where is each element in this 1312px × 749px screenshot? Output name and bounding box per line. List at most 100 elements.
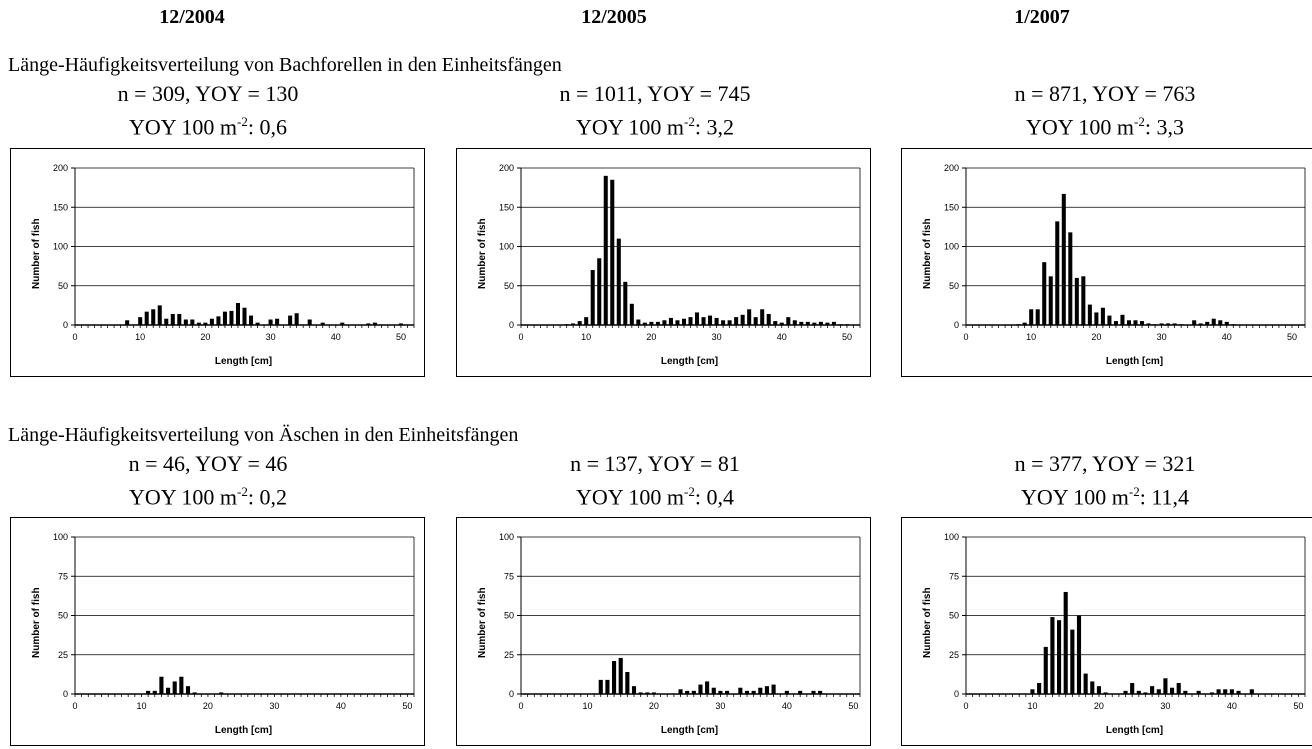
y-axis-label: Number of fish (922, 218, 933, 289)
histogram-bar (1043, 646, 1048, 694)
y-tick-label: 75 (58, 571, 68, 581)
histogram-bar (675, 320, 680, 325)
histogram-bar (584, 317, 589, 325)
histogram-bar (222, 311, 227, 325)
histogram-bar (1123, 690, 1128, 694)
y-tick-label: 100 (944, 242, 959, 252)
histogram-bar (597, 258, 602, 325)
histogram-bar (1209, 692, 1215, 694)
y-tick-label: 50 (504, 611, 514, 621)
histogram-bar (831, 321, 836, 325)
histogram-bar (577, 321, 582, 325)
histogram-bar (1224, 321, 1229, 325)
histogram-bar (1081, 276, 1086, 325)
x-tick-label: 50 (1287, 332, 1297, 342)
x-tick-label: 50 (848, 701, 858, 711)
x-tick-label: 10 (135, 332, 145, 342)
stats-block: n = 1011, YOY = 745 YOY 100 m-2: 3,2 (455, 80, 855, 141)
histogram-bar (818, 321, 823, 325)
x-tick-label: 20 (649, 701, 659, 711)
histogram-bar (1022, 322, 1027, 325)
x-tick-label: 50 (1293, 701, 1303, 711)
y-tick-label: 200 (944, 163, 959, 173)
histogram-bar (320, 322, 325, 325)
y-tick-label: 0 (509, 689, 514, 699)
histogram-bar (1198, 323, 1203, 325)
histogram-bar (125, 320, 130, 325)
histogram-bar (248, 315, 254, 325)
histogram-bar (179, 676, 184, 694)
x-tick-label: 40 (331, 332, 341, 342)
histogram-bar (662, 320, 667, 325)
x-tick-label: 0 (72, 701, 77, 711)
histogram-bar (1120, 314, 1125, 325)
y-axis-label: Number of fish (31, 587, 42, 658)
histogram-bar (1126, 320, 1132, 325)
x-tick-label: 0 (963, 332, 968, 342)
x-tick-label: 30 (1160, 701, 1170, 711)
histogram-bar (1113, 321, 1118, 325)
histogram-bar (1249, 689, 1254, 694)
histogram-bar (1156, 689, 1161, 694)
histogram-bar (616, 238, 621, 325)
histogram-bar (618, 657, 623, 694)
histogram-bar (1146, 323, 1151, 325)
date-header-1: 12/2004 (159, 6, 225, 28)
y-axis-label: Number of fish (477, 587, 488, 658)
histogram-bar (1061, 193, 1066, 325)
histogram-bar (771, 684, 776, 694)
histogram-bar (172, 681, 177, 694)
x-tick-label: 20 (200, 332, 210, 342)
histogram-bar (1063, 591, 1068, 694)
stats-yoy-density: YOY 100 m-2: 0,6 (129, 114, 287, 140)
histogram-bar (138, 317, 143, 325)
histogram-bar (1166, 323, 1171, 325)
x-tick-label: 50 (396, 332, 406, 342)
histogram-bar (625, 672, 630, 694)
histogram-plot: 0 50 100 150 200 0 10 20 30 40 50 (53, 163, 415, 342)
x-tick-label: 20 (203, 701, 213, 711)
histogram-bar (275, 318, 280, 325)
y-tick-label: 100 (499, 242, 514, 252)
histogram-bar (1090, 681, 1095, 694)
histogram-bar (1150, 686, 1155, 694)
histogram-bar (779, 322, 784, 325)
stats-n-yoy: n = 377, YOY = 321 (1014, 451, 1196, 476)
histogram-bar (1136, 690, 1141, 694)
y-tick-label: 150 (53, 202, 68, 212)
histogram-bar (203, 322, 208, 325)
histogram-bar (1205, 321, 1210, 325)
stats-block: n = 137, YOY = 81 YOY 100 m-2: 0,4 (455, 450, 855, 511)
x-tick-label: 20 (646, 332, 656, 342)
histogram-bar (751, 690, 756, 694)
x-tick-label: 20 (1094, 701, 1104, 711)
stats-yoy-density: YOY 100 m-2: 0,2 (129, 484, 287, 510)
histogram-bar (1223, 689, 1228, 694)
histogram-bar (1070, 629, 1075, 694)
histogram-bar (631, 686, 637, 694)
histogram-bar (571, 323, 576, 325)
histogram-bar (1236, 690, 1241, 694)
histogram-bar (766, 314, 771, 325)
x-tick-label: 10 (1026, 332, 1036, 342)
y-tick-label: 50 (58, 611, 68, 621)
histogram-bar (792, 320, 797, 325)
y-tick-label: 50 (949, 611, 959, 621)
histogram-bar (1103, 692, 1108, 694)
histogram-bar (144, 311, 149, 325)
x-axis-label: Length [cm] (1105, 725, 1164, 736)
histogram-bar (1029, 309, 1034, 325)
histogram-bar (294, 313, 299, 325)
histogram-bar (1030, 689, 1035, 694)
x-tick-label: 40 (336, 701, 346, 711)
histogram-bar (190, 319, 195, 325)
histogram-chart: 0 25 50 75 100 0 10 20 30 40 50 Number of fish Lengt… (456, 517, 871, 746)
histogram-bar (688, 317, 693, 325)
y-tick-label: 0 (63, 320, 68, 330)
histogram-bar (1211, 318, 1216, 325)
histogram-bar (705, 681, 710, 694)
histogram-bar (1074, 277, 1079, 325)
histogram-bar (229, 310, 234, 325)
y-tick-label: 25 (504, 650, 514, 660)
histogram-bar (151, 309, 156, 325)
